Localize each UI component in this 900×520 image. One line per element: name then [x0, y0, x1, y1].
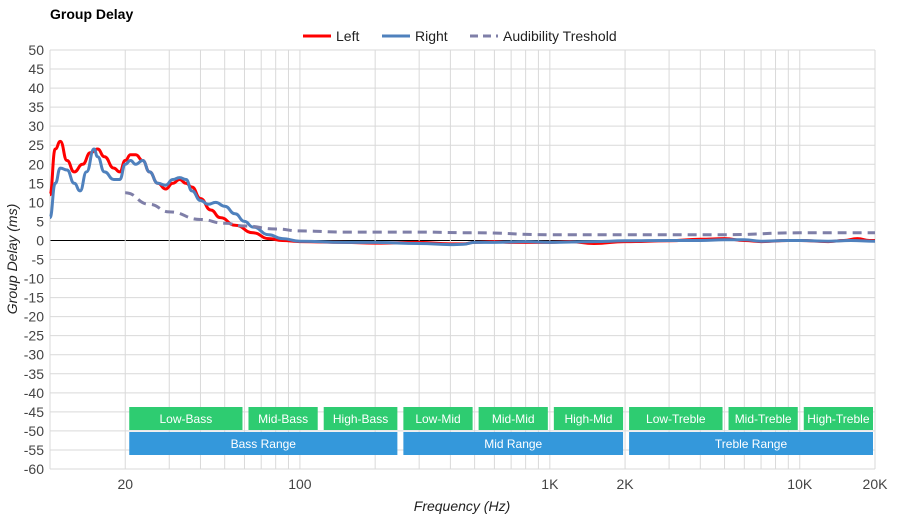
range-band-rect: [323, 407, 398, 430]
x-tick-label: 20: [117, 476, 133, 492]
range-band-mid-range: Mid Range: [403, 432, 624, 455]
y-tick-label: -5: [32, 252, 45, 268]
range-band-rect: [629, 432, 873, 455]
range-band-label: Mid-Treble: [735, 412, 792, 426]
range-band-label: High-Mid: [564, 412, 612, 426]
x-tick-label: 1K: [541, 476, 559, 492]
y-tick-label: -45: [24, 404, 44, 420]
range-band-low-bass: Low-Bass: [129, 407, 243, 430]
chart-title: Group Delay: [50, 6, 133, 22]
x-tick-label: 2K: [617, 476, 635, 492]
range-band-high-treble: High-Treble: [803, 407, 873, 430]
range-band-mid-treble: Mid-Treble: [728, 407, 798, 430]
series-line-audibility-treshold: [125, 191, 875, 237]
range-band-low-mid: Low-Mid: [403, 407, 473, 430]
y-tick-label: 30: [28, 118, 44, 134]
range-band-label: High-Bass: [333, 412, 388, 426]
legend-label: Left: [336, 28, 359, 44]
range-band-label: Mid-Bass: [258, 412, 308, 426]
range-band-rect: [478, 407, 548, 430]
axis-ticks: 50454035302520151050-5-10-15-20-25-30-35…: [24, 42, 888, 492]
range-band-treble-range: Treble Range: [629, 432, 873, 455]
y-tick-label: -55: [24, 442, 44, 458]
range-band-label: Mid-Mid: [492, 412, 535, 426]
range-band-bass-range: Bass Range: [129, 432, 398, 455]
y-tick-label: 20: [28, 156, 44, 172]
y-axis-label: Group Delay (ms): [4, 204, 20, 314]
range-band-label: Low-Mid: [415, 412, 460, 426]
legend-item-right: Right: [382, 28, 448, 44]
y-tick-label: -20: [24, 309, 44, 325]
range-band-mid-mid: Mid-Mid: [478, 407, 548, 430]
legend: Left Right Audibility Treshold: [303, 28, 617, 44]
series-line-left: [48, 139, 875, 246]
y-tick-label: -30: [24, 347, 44, 363]
x-axis-label: Frequency (Hz): [414, 498, 510, 514]
series-lines: [48, 139, 876, 247]
range-band-rect: [248, 407, 318, 430]
series-line-right: [48, 147, 876, 247]
range-band-rect: [803, 407, 873, 430]
y-tick-label: -60: [24, 461, 44, 477]
range-band-label: Bass Range: [231, 437, 297, 451]
x-tick-label: 10K: [787, 476, 813, 492]
legend-label: Audibility Treshold: [503, 28, 617, 44]
range-band-rect: [629, 407, 723, 430]
legend-item-audibility-treshold: Audibility Treshold: [470, 28, 617, 44]
y-tick-label: -10: [24, 271, 44, 287]
range-band-rect: [129, 407, 243, 430]
y-tick-label: 10: [28, 194, 44, 210]
grid: [49, 49, 876, 470]
range-band-rect: [129, 432, 398, 455]
range-band-label: Mid Range: [484, 437, 542, 451]
range-band-label: Treble Range: [715, 437, 788, 451]
range-band-high-mid: High-Mid: [553, 407, 624, 430]
y-tick-label: -40: [24, 385, 44, 401]
range-bands: Low-Bass Mid-Bass High-Bass Low-Mid Mid-Mid H…: [129, 407, 873, 455]
x-tick-label: 20K: [863, 476, 889, 492]
y-tick-label: 0: [36, 232, 44, 248]
range-band-label: Low-Treble: [646, 412, 706, 426]
legend-item-left: Left: [303, 28, 359, 44]
range-band-rect: [403, 432, 624, 455]
y-tick-label: 5: [36, 213, 44, 229]
range-band-label: Low-Bass: [160, 412, 213, 426]
range-band-rect: [728, 407, 798, 430]
range-band-high-bass: High-Bass: [323, 407, 398, 430]
y-tick-label: 15: [28, 175, 44, 191]
y-tick-label: 40: [28, 80, 44, 96]
x-tick-label: 100: [288, 476, 312, 492]
range-band-low-treble: Low-Treble: [629, 407, 723, 430]
y-tick-label: 50: [28, 42, 44, 58]
legend-label: Right: [415, 28, 448, 44]
y-tick-label: -15: [24, 290, 44, 306]
range-band-mid-bass: Mid-Bass: [248, 407, 318, 430]
range-band-label: High-Treble: [807, 412, 870, 426]
range-band-rect: [403, 407, 473, 430]
y-tick-label: -50: [24, 423, 44, 439]
y-tick-label: 45: [28, 61, 44, 77]
y-tick-label: -25: [24, 328, 44, 344]
range-band-rect: [553, 407, 624, 430]
y-tick-label: -35: [24, 366, 44, 382]
y-tick-label: 25: [28, 137, 44, 153]
y-tick-label: 35: [28, 99, 44, 115]
